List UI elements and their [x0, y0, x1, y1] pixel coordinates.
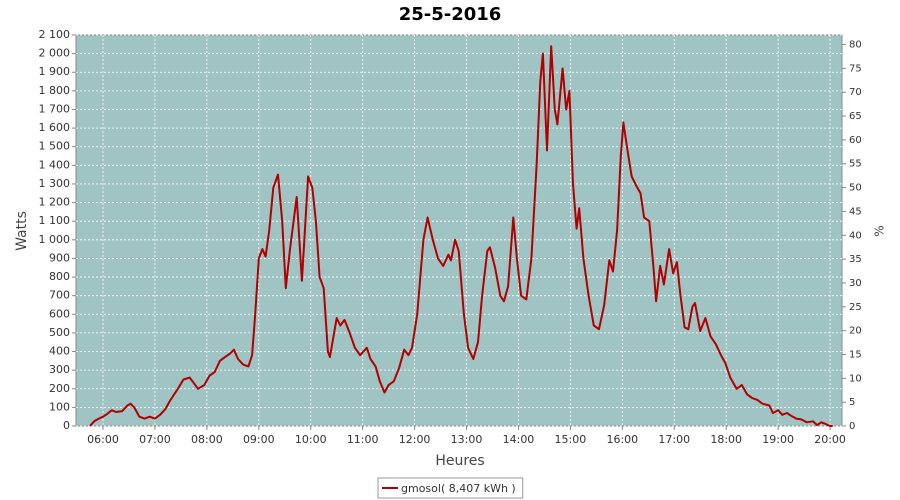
chart-title: 25-5-2016: [399, 4, 502, 25]
x-tick-label: 11:00: [347, 433, 379, 446]
y-tick-label: 1 400: [39, 158, 71, 171]
y2-tick-label: 60: [849, 135, 862, 146]
y-tick-label: 700: [49, 289, 70, 302]
x-tick-label: 17:00: [658, 433, 690, 446]
y2-tick-label: 30: [849, 278, 862, 289]
y2-tick-label: 5: [849, 397, 855, 408]
y2-tick-label: 50: [849, 183, 862, 194]
legend-box: [377, 477, 524, 499]
y2-axis-title: %: [873, 225, 887, 236]
x-tick-label: 07:00: [139, 433, 171, 446]
y2-tick-label: 10: [849, 373, 862, 384]
y-tick-label: 0: [63, 419, 70, 432]
y2-tick-label: 20: [849, 326, 862, 337]
y-tick-label: 1 300: [39, 177, 71, 190]
x-tick-label: 08:00: [191, 433, 223, 446]
y2-tick-label: 15: [849, 349, 862, 360]
x-axis-title: Heures: [435, 453, 484, 469]
y-tick-label: 1 100: [39, 214, 71, 227]
x-tick-label: 19:00: [762, 433, 794, 446]
x-tick-label: 12:00: [399, 433, 431, 446]
y-tick-label: 1 900: [39, 65, 71, 78]
x-tick-label: 13:00: [451, 433, 483, 446]
x-tick-label: 20:00: [814, 433, 846, 446]
y2-tick-label: 40: [849, 230, 862, 241]
y-tick-label: 900: [49, 251, 70, 264]
x-tick-label: 09:00: [243, 433, 275, 446]
y-tick-label: 1 800: [39, 84, 71, 97]
x-tick-label: 18:00: [710, 433, 742, 446]
x-tick-label: 15:00: [555, 433, 587, 446]
y2-tick-label: 55: [849, 159, 862, 170]
y-tick-label: 300: [49, 363, 70, 376]
y2-tick-label: 75: [849, 63, 862, 74]
y2-tick-label: 0: [849, 421, 855, 432]
y-tick-label: 800: [49, 270, 70, 283]
x-tick-label: 14:00: [503, 433, 535, 446]
y-tick-label: 1 200: [39, 196, 71, 209]
y-tick-label: 1 600: [39, 121, 71, 134]
y2-tick-label: 70: [849, 87, 862, 98]
y-tick-label: 1 000: [39, 233, 71, 246]
y2-tick-label: 65: [849, 111, 862, 122]
x-tick-label: 10:00: [295, 433, 327, 446]
y-tick-label: 500: [49, 326, 70, 339]
y-tick-label: 1 500: [39, 140, 71, 153]
y-tick-label: 400: [49, 345, 70, 358]
y2-tick-label: 25: [849, 302, 862, 313]
y-tick-label: 1 700: [39, 102, 71, 115]
data-line: [89, 45, 833, 427]
y-tick-label: 2 100: [39, 28, 71, 41]
y-axis-title: Watts: [14, 211, 30, 251]
y2-tick-label: 35: [849, 254, 862, 265]
x-tick-label: 16:00: [606, 433, 638, 446]
legend-label: gmosol( 8,407 kWh ): [401, 482, 516, 495]
y-tick-label: 2 000: [39, 47, 71, 60]
y2-tick-label: 45: [849, 206, 862, 217]
y-tick-label: 600: [49, 307, 70, 320]
x-tick-label: 06:00: [87, 433, 119, 446]
y2-tick-label: 80: [849, 40, 862, 51]
y-tick-label: 100: [49, 400, 70, 413]
y-tick-label: 200: [49, 382, 70, 395]
plot-area: [75, 34, 843, 427]
